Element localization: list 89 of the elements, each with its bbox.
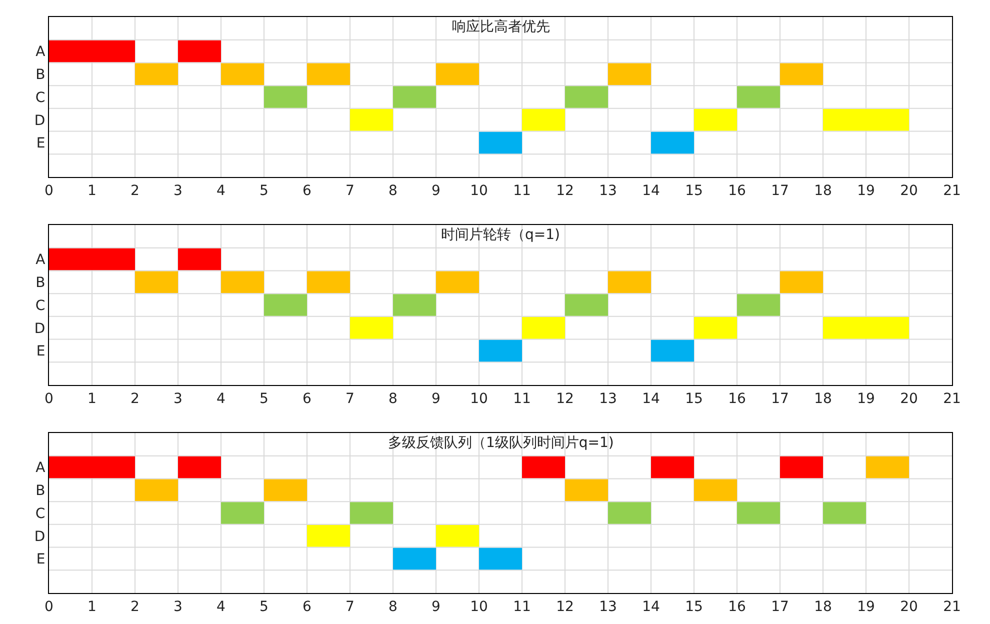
x-tick-label: 7 [346, 182, 354, 199]
chart-title: 时间片轮转（q=1) [441, 227, 560, 243]
bar [608, 271, 651, 293]
x-tick-label: 15 [685, 182, 703, 199]
x-tick-label: 1 [88, 390, 96, 407]
y-tick-label: D [34, 320, 46, 337]
x-tick-label: 14 [642, 390, 660, 407]
x-tick-label: 10 [470, 598, 488, 615]
bar [608, 63, 651, 85]
x-tick-label: 5 [260, 598, 268, 615]
x-tick-label: 17 [771, 182, 789, 199]
x-tick-label: 9 [432, 598, 440, 615]
x-tick-label: 10 [470, 390, 488, 407]
x-tick-label: 2 [130, 182, 140, 199]
y-tick-label: D [34, 112, 46, 129]
x-tick-label: 6 [302, 390, 312, 407]
x-tick-label: 21 [943, 182, 961, 199]
x-tick-label: 6 [302, 598, 312, 615]
x-tick-label: 17 [771, 598, 789, 615]
x-tick-label: 11 [513, 598, 531, 615]
x-tick-label: 17 [771, 390, 789, 407]
x-tick-label: 16 [728, 598, 746, 615]
x-tick-label: 5 [260, 182, 268, 199]
x-tick-label: 14 [642, 182, 660, 199]
y-tick-label: C [35, 506, 46, 522]
x-tick-label: 0 [44, 390, 54, 407]
chart-title: 多级反馈队列（1级队列时间片q=1) [388, 435, 614, 451]
y-tick-label: A [36, 252, 46, 268]
x-tick-label: 15 [685, 598, 703, 615]
x-tick-label: 12 [556, 598, 574, 615]
x-tick-label: 3 [174, 182, 182, 199]
x-tick-label: 8 [388, 182, 398, 199]
x-tick-label: 21 [943, 598, 961, 615]
x-tick-label: 7 [346, 390, 354, 407]
x-tick-label: 12 [556, 390, 574, 407]
x-tick-label: 1 [88, 598, 96, 615]
x-tick-label: 13 [599, 182, 617, 199]
x-tick-label: 18 [814, 598, 832, 615]
x-tick-label: 4 [216, 598, 226, 615]
x-tick-label: 10 [470, 182, 488, 199]
x-tick-label: 20 [900, 598, 918, 615]
x-tick-label: 8 [388, 390, 398, 407]
x-tick-label: 5 [260, 390, 268, 407]
x-tick-label: 8 [388, 598, 398, 615]
bar [780, 63, 823, 85]
x-tick-label: 0 [44, 598, 54, 615]
x-tick-label: 2 [130, 390, 140, 407]
bar [780, 271, 823, 293]
x-tick-label: 19 [857, 598, 875, 615]
y-tick-label: B [36, 275, 46, 292]
y-tick-label: C [35, 90, 46, 106]
y-tick-label: B [36, 483, 46, 500]
x-tick-label: 9 [432, 182, 440, 199]
x-tick-label: 12 [556, 182, 574, 199]
y-tick-label: B [36, 67, 46, 84]
x-tick-label: 19 [857, 182, 875, 199]
y-tick-label: C [35, 298, 46, 314]
y-tick-label: E [36, 136, 46, 152]
x-tick-label: 3 [174, 390, 182, 407]
x-tick-label: 21 [943, 390, 961, 407]
x-tick-label: 19 [857, 390, 875, 407]
y-tick-label: D [34, 528, 46, 545]
x-tick-label: 2 [130, 598, 140, 615]
x-tick-label: 14 [642, 598, 660, 615]
y-tick-label: E [36, 344, 46, 360]
x-tick-label: 0 [44, 182, 54, 199]
x-tick-label: 20 [900, 182, 918, 199]
chart-title: 响应比高者优先 [452, 19, 550, 35]
x-tick-label: 9 [432, 390, 440, 407]
x-tick-label: 6 [302, 182, 312, 199]
x-tick-label: 3 [174, 598, 182, 615]
bar [866, 456, 909, 478]
x-tick-label: 18 [814, 390, 832, 407]
y-tick-label: E [36, 552, 46, 568]
y-tick-label: A [36, 44, 46, 60]
y-tick-label: A [36, 460, 46, 476]
x-tick-label: 11 [513, 182, 531, 199]
x-tick-label: 20 [900, 390, 918, 407]
x-tick-label: 13 [599, 598, 617, 615]
x-tick-label: 4 [216, 182, 226, 199]
x-tick-label: 1 [88, 182, 96, 199]
x-tick-label: 16 [728, 182, 746, 199]
x-tick-label: 7 [346, 598, 354, 615]
x-tick-label: 16 [728, 390, 746, 407]
x-tick-label: 18 [814, 182, 832, 199]
x-tick-label: 15 [685, 390, 703, 407]
x-tick-label: 13 [599, 390, 617, 407]
x-tick-label: 11 [513, 390, 531, 407]
x-tick-label: 4 [216, 390, 226, 407]
